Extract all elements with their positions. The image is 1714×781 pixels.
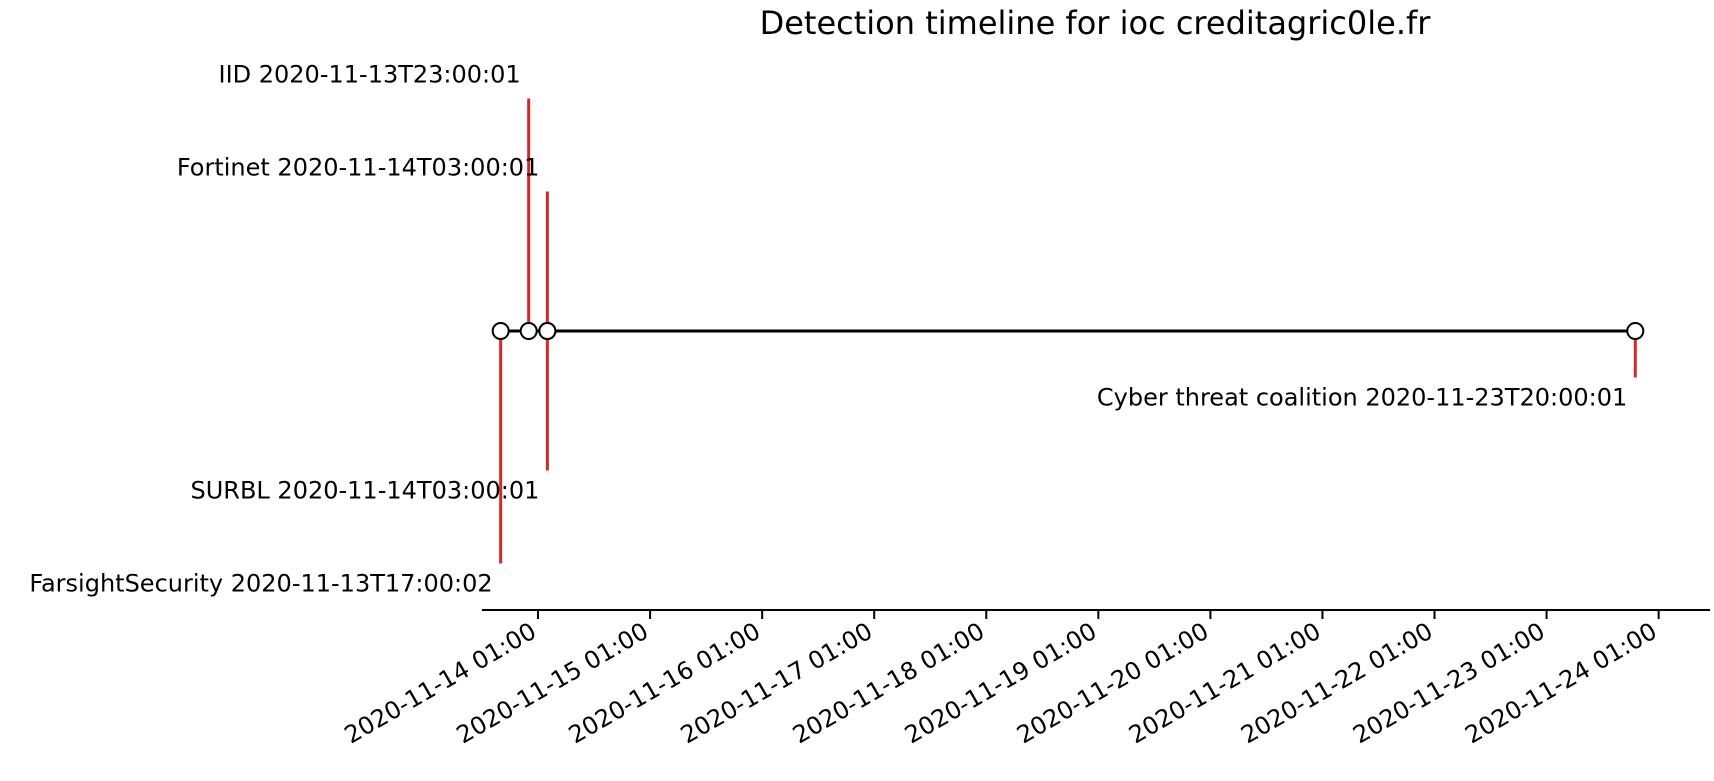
event-labels: FarsightSecurity 2020-11-13T17:00:02 IID … (29, 61, 1627, 598)
event-label: IID 2020-11-13T23:00:01 (218, 61, 520, 89)
x-tick-label: 2020-11-18 01:00 (788, 617, 989, 749)
event-stems (499, 98, 1637, 564)
chart-title: Detection timeline for ioc creditagric0l… (760, 4, 1432, 42)
event-label: SURBL 2020-11-14T03:00:01 (190, 477, 539, 505)
event-marker (538, 322, 557, 340)
event-marker (491, 322, 510, 340)
x-tick-label: 2020-11-24 01:00 (1460, 617, 1661, 749)
event-marker (519, 322, 538, 340)
x-tick-label: 2020-11-19 01:00 (900, 617, 1101, 749)
x-tick-label: 2020-11-14 01:00 (340, 617, 541, 749)
event-label: Fortinet 2020-11-14T03:00:01 (177, 154, 540, 182)
x-tick-label: 2020-11-23 01:00 (1348, 617, 1549, 749)
x-tick-label: 2020-11-16 01:00 (564, 617, 765, 749)
x-tick-label: 2020-11-15 01:00 (452, 617, 653, 749)
x-tick-label: 2020-11-21 01:00 (1124, 617, 1325, 749)
event-label: FarsightSecurity 2020-11-13T17:00:02 (29, 570, 492, 598)
x-tick-label: 2020-11-22 01:00 (1236, 617, 1437, 749)
x-tick-label: 2020-11-17 01:00 (676, 617, 877, 749)
x-tick-label: 2020-11-20 01:00 (1012, 617, 1213, 749)
event-marker (1626, 322, 1645, 340)
event-label: Cyber threat coalition 2020-11-23T20:00:… (1097, 384, 1627, 412)
event-markers (491, 322, 1645, 340)
